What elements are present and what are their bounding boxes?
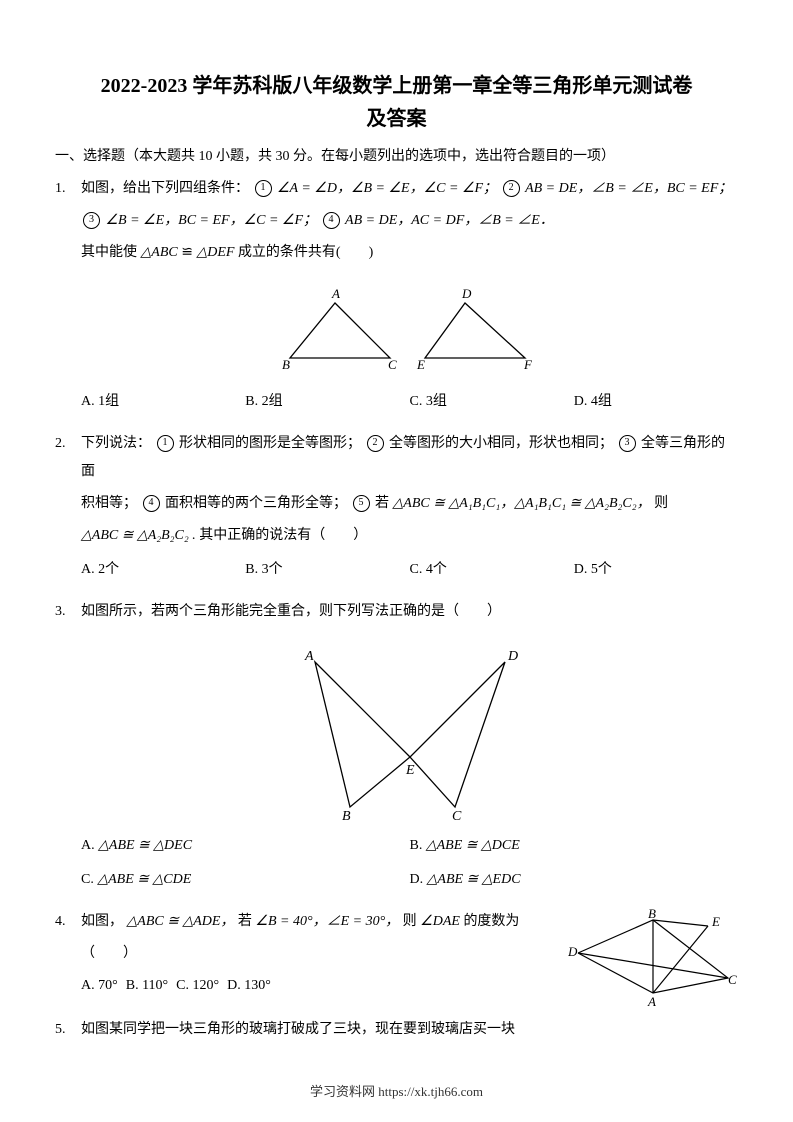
q2-s5b: △ABC ≅ △A₁B₁C₁，△A₁B₁C₁ ≅ △A₂B₂C₂，: [393, 496, 651, 511]
q1-fig-label-e: E: [416, 357, 425, 372]
q1-cong: ≌: [181, 245, 193, 260]
q1-fig-label-c: C: [388, 357, 397, 372]
q2-s5a: 若: [375, 496, 389, 511]
q1-option-d[interactable]: D. 4组: [574, 388, 738, 416]
q3-fig-label-b: B: [342, 809, 351, 822]
q3-option-d[interactable]: D. △ABE ≅ △EDC: [410, 866, 739, 894]
circled-5b-icon: 5: [353, 495, 370, 512]
q1-stem-b: 成立的条件共有( ): [238, 245, 373, 260]
q3-option-a[interactable]: A. △ABE ≅ △DEC: [81, 832, 410, 860]
q4-option-b[interactable]: B. 110°: [126, 972, 168, 1000]
circled-3-icon: 3: [83, 212, 100, 229]
circled-1-icon: 1: [255, 180, 272, 197]
q3-number: 3.: [55, 598, 81, 900]
doc-title-line1: 2022-2023 学年苏科版八年级数学上册第一章全等三角形单元测试卷: [55, 70, 738, 102]
section-1-heading: 一、选择题（本大题共 10 小题，共 30 分。在每小题列出的选项中，选出符合题…: [55, 145, 738, 165]
page: 2022-2023 学年苏科版八年级数学上册第一章全等三角形单元测试卷 及答案 …: [0, 0, 793, 1122]
q2-options: A. 2个 B. 3个 C. 4个 D. 5个: [81, 556, 738, 584]
question-2: 2. 下列说法： 1 形状相同的图形是全等图形； 2 全等图形的大小相同，形状也…: [55, 430, 738, 590]
q4-options: A. 70° B. 110° C. 120° D. 130°: [81, 972, 558, 1000]
q2-option-c[interactable]: C. 4个: [410, 556, 574, 584]
circled-2-icon: 2: [503, 180, 520, 197]
q4-stem-g: 的度数为: [463, 914, 519, 929]
q2-s1: 形状相同的图形是全等图形；: [179, 436, 361, 451]
q5-stem: 如图某同学把一块三角形的玻璃打破成了三块，现在要到玻璃店买一块: [81, 1016, 738, 1044]
q1-option-b[interactable]: B. 2组: [245, 388, 409, 416]
q1-cond2: AB = DE，∠B = ∠E，BC = EF；: [525, 181, 732, 196]
circled-4b-icon: 4: [143, 495, 160, 512]
q3-figure: A D B C E: [81, 642, 738, 822]
q2-s5c: 则: [654, 496, 668, 511]
q4-number: 4.: [55, 908, 81, 1008]
q4-stem-a: 如图，: [81, 914, 123, 929]
q5-number: 5.: [55, 1016, 81, 1048]
circled-3b-icon: 3: [619, 435, 636, 452]
q3-fig-label-a: A: [304, 649, 314, 664]
q4-option-a[interactable]: A. 70°: [81, 972, 118, 1000]
q2-option-b[interactable]: B. 3个: [245, 556, 409, 584]
question-4: 4. B E D A C: [55, 908, 738, 1008]
q4-stem-e: 则: [403, 914, 417, 929]
q1-stem-a: 其中能使: [81, 245, 137, 260]
q2-number: 2.: [55, 430, 81, 590]
q3-butterfly-svg: A D B C E: [260, 642, 560, 822]
q2-s6: △ABC ≅ △A₂B₂C₂ .: [81, 528, 196, 543]
q3-fig-label-e: E: [405, 763, 415, 778]
q4-stem-d: ∠B = 40°，∠E = 30°，: [255, 914, 399, 929]
q2-intro: 下列说法：: [81, 436, 151, 451]
question-1: 1. 如图，给出下列四组条件： 1 ∠A = ∠D，∠B = ∠E，∠C = ∠…: [55, 175, 738, 422]
q2-option-d[interactable]: D. 5个: [574, 556, 738, 584]
q4-fig-label-e: E: [711, 914, 720, 929]
q1-option-c[interactable]: C. 3组: [410, 388, 574, 416]
q1-tri1: △ABC: [141, 245, 178, 260]
q3-option-c[interactable]: C. △ABE ≅ △CDE: [81, 866, 410, 894]
q1-fig-label-d: D: [461, 286, 472, 301]
page-footer: 学习资料网 https://xk.tjh66.com: [0, 1081, 793, 1100]
q4-svg: B E D A C: [568, 908, 738, 1008]
circled-4-icon: 4: [323, 212, 340, 229]
q2-s3b: 积相等；: [81, 496, 137, 511]
q1-cond1: ∠A = ∠D，∠B = ∠E，∠C = ∠F；: [277, 181, 497, 196]
q4-stem-b: △ABC ≅ △ADE，: [127, 914, 235, 929]
q2-tail: 其中正确的说法有（ ）: [199, 528, 367, 543]
q4-stem-f: ∠DAE: [420, 914, 460, 929]
circled-2b-icon: 2: [367, 435, 384, 452]
q1-intro: 如图，给出下列四组条件：: [81, 181, 249, 196]
q1-number: 1.: [55, 175, 81, 422]
q4-option-d[interactable]: D. 130°: [227, 972, 271, 1000]
q3-stem: 如图所示，若两个三角形能完全重合，则下列写法正确的是（ ）: [81, 598, 738, 626]
q4-stem-c: 若: [238, 914, 252, 929]
doc-title-line2: 及答案: [55, 102, 738, 131]
q1-cond3: ∠B = ∠E，BC = EF，∠C = ∠F；: [106, 213, 318, 228]
q2-s4: 面积相等的两个三角形全等；: [165, 496, 347, 511]
q4-fig-label-a: A: [647, 994, 656, 1008]
q1-fig-label-b: B: [282, 357, 290, 372]
q1-fig-label-a: A: [331, 286, 340, 301]
q4-option-c[interactable]: C. 120°: [176, 972, 219, 1000]
q1-options: A. 1组 B. 2组 C. 3组 D. 4组: [81, 388, 738, 416]
q1-fig-label-f: F: [523, 357, 533, 372]
q1-figure: A B C D E F: [81, 283, 738, 378]
q3-fig-label-d: D: [507, 649, 518, 664]
q4-fig-label-c: C: [728, 972, 737, 987]
q1-tri2: △DEF: [196, 245, 234, 260]
question-3: 3. 如图所示，若两个三角形能完全重合，则下列写法正确的是（ ） A D B C…: [55, 598, 738, 900]
q1-cond4: AB = DE，AC = DF，∠B = ∠E．: [345, 213, 554, 228]
q3-options-row1: A. △ABE ≅ △DEC B. △ABE ≅ △DCE: [81, 832, 738, 860]
q4-figure: B E D A C: [568, 908, 738, 1008]
q3-options-row2: C. △ABE ≅ △CDE D. △ABE ≅ △EDC: [81, 866, 738, 894]
q2-s2: 全等图形的大小相同，形状也相同；: [389, 436, 613, 451]
q4-fig-label-d: D: [568, 944, 578, 959]
q1-option-a[interactable]: A. 1组: [81, 388, 245, 416]
q3-fig-label-c: C: [452, 809, 462, 822]
question-5: 5. 如图某同学把一块三角形的玻璃打破成了三块，现在要到玻璃店买一块: [55, 1016, 738, 1048]
q1-triangles-svg: A B C D E F: [270, 283, 550, 378]
circled-1b-icon: 1: [157, 435, 174, 452]
q2-option-a[interactable]: A. 2个: [81, 556, 245, 584]
q3-option-b[interactable]: B. △ABE ≅ △DCE: [410, 832, 739, 860]
q4-fig-label-b: B: [648, 908, 656, 921]
